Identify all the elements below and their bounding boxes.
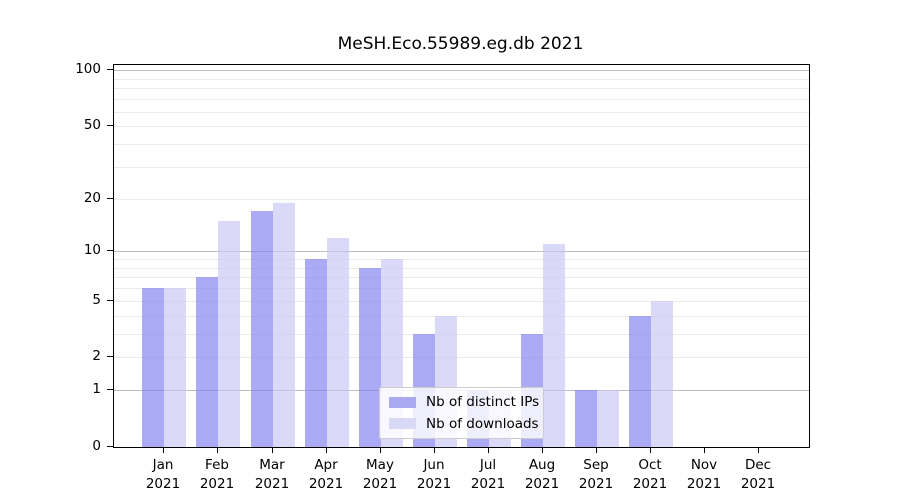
gridline-8	[114, 268, 809, 269]
gridline-9	[114, 259, 809, 260]
x-tick-label-nov: Nov 2021	[686, 457, 722, 492]
bar-downloads-sep	[597, 390, 619, 447]
x-tick-label-oct: Oct 2021	[632, 457, 668, 492]
gridline-2	[114, 357, 809, 358]
y-tick-label-2: 2	[92, 348, 101, 364]
bar-distinct-ips-jan	[142, 288, 164, 447]
x-tick-label-jul: Jul 2021	[470, 457, 506, 492]
x-tick-mark-nov	[704, 447, 705, 453]
gridline-7	[114, 277, 809, 278]
x-tick-mark-may	[380, 447, 381, 453]
y-tick-mark-50	[107, 125, 113, 126]
y-tick-mark-100	[107, 69, 113, 70]
x-tick-mark-apr	[326, 447, 327, 453]
y-tick-label-5: 5	[92, 292, 101, 308]
gridline-10	[114, 251, 809, 252]
gridline-60	[114, 112, 809, 113]
chart-title: MeSH.Eco.55989.eg.db 2021	[337, 34, 584, 54]
y-tick-mark-2	[107, 356, 113, 357]
y-tick-label-50: 50	[83, 117, 101, 133]
x-tick-label-jan: Jan 2021	[145, 457, 181, 492]
x-tick-label-dec: Dec 2021	[740, 457, 776, 492]
x-tick-mark-jul	[488, 447, 489, 453]
bar-distinct-ips-sep	[575, 390, 597, 447]
gridline-100	[114, 70, 809, 71]
gridline-6	[114, 288, 809, 289]
legend-label-downloads: Nb of downloads	[426, 415, 539, 432]
x-tick-label-mar: Mar 2021	[254, 457, 290, 492]
bar-downloads-mar	[273, 203, 295, 447]
x-tick-label-jun: Jun 2021	[416, 457, 452, 492]
legend-row-downloads: Nb of downloads	[380, 416, 543, 432]
legend-row-distinct-ips: Nb of distinct IPs	[380, 394, 543, 410]
x-tick-mark-sep	[596, 447, 597, 453]
legend: Nb of distinct IPs Nb of downloads	[379, 387, 544, 439]
gridline-30	[114, 167, 809, 168]
bar-distinct-ips-mar	[251, 211, 273, 447]
x-tick-mark-dec	[758, 447, 759, 453]
x-tick-label-sep: Sep 2021	[578, 457, 614, 492]
bar-distinct-ips-apr	[305, 259, 327, 447]
y-tick-mark-1	[107, 389, 113, 390]
x-tick-label-may: May 2021	[362, 457, 398, 492]
x-tick-label-feb: Feb 2021	[199, 457, 235, 492]
x-tick-mark-oct	[650, 447, 651, 453]
y-tick-label-20: 20	[83, 190, 101, 206]
y-tick-mark-5	[107, 300, 113, 301]
y-tick-label-0: 0	[92, 438, 101, 454]
gridline-70	[114, 99, 809, 100]
x-tick-mark-aug	[542, 447, 543, 453]
plot-area: Nb of distinct IPs Nb of downloads	[113, 64, 810, 448]
legend-label-distinct-ips: Nb of distinct IPs	[426, 394, 540, 411]
y-tick-label-10: 10	[83, 242, 101, 258]
gridline-3	[114, 334, 809, 335]
gridline-4	[114, 316, 809, 317]
gridline-5	[114, 301, 809, 302]
x-tick-mark-feb	[217, 447, 218, 453]
gridline-20	[114, 199, 809, 200]
bar-downloads-apr	[327, 238, 349, 447]
bar-downloads-jan	[164, 288, 186, 447]
legend-swatch-downloads	[389, 418, 416, 430]
gridline-90	[114, 79, 809, 80]
x-tick-label-aug: Aug 2021	[524, 457, 560, 492]
y-tick-label-1: 1	[92, 381, 101, 397]
bar-distinct-ips-may	[359, 268, 381, 447]
bar-distinct-ips-feb	[196, 277, 218, 447]
bar-downloads-feb	[218, 221, 240, 447]
bar-downloads-aug	[543, 244, 565, 447]
y-tick-mark-10	[107, 250, 113, 251]
x-tick-mark-mar	[272, 447, 273, 453]
gridline-50	[114, 126, 809, 127]
legend-swatch-distinct-ips	[389, 396, 416, 408]
y-tick-label-100: 100	[75, 61, 101, 77]
y-tick-mark-20	[107, 198, 113, 199]
bar-downloads-oct	[651, 301, 673, 447]
gridline-40	[114, 144, 809, 145]
gridline-80	[114, 88, 809, 89]
bar-distinct-ips-oct	[629, 316, 651, 447]
x-tick-mark-jan	[163, 447, 164, 453]
y-tick-mark-0	[107, 446, 113, 447]
x-tick-label-apr: Apr 2021	[308, 457, 344, 492]
x-tick-mark-jun	[434, 447, 435, 453]
